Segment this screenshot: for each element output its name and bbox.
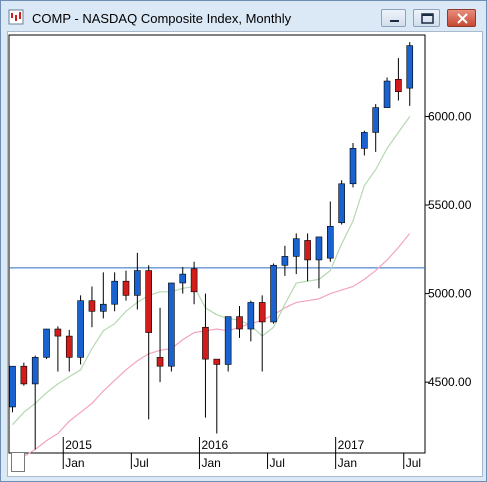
candle-body <box>247 302 255 330</box>
candle-body <box>145 270 152 333</box>
x-month-label: Jan <box>65 456 84 470</box>
minimize-button[interactable] <box>381 9 406 27</box>
minimize-icon <box>390 20 399 22</box>
close-button[interactable] <box>447 9 476 27</box>
candle-body <box>224 316 232 365</box>
plot-area: 6000.00 5500.00 5000.00 4500.00 Jan Jul Jan Jul… <box>8 34 472 470</box>
y-tick-label: 5500.00 <box>428 198 472 212</box>
candle-body <box>65 335 73 358</box>
candle-body <box>304 240 311 261</box>
candle-body <box>349 148 357 185</box>
candle-body <box>258 302 266 323</box>
candle-body <box>88 300 96 312</box>
candle-body <box>281 256 289 266</box>
scroll-indicator[interactable] <box>11 452 25 472</box>
candle-body <box>361 132 368 149</box>
candle-body <box>326 225 334 259</box>
candle-body <box>20 365 28 385</box>
candle-body <box>9 365 16 408</box>
candle-body <box>168 282 175 367</box>
x-month-label: Jan <box>201 456 220 470</box>
y-tick-label: 6000.00 <box>428 109 472 123</box>
close-icon <box>457 13 468 24</box>
x-month-label: Jul <box>270 456 285 470</box>
window-title: COMP - NASDAQ Composite Index, Monthly <box>32 11 292 26</box>
candle-body <box>134 270 141 296</box>
candle-body <box>213 358 221 365</box>
x-month-label: Jan <box>338 456 357 470</box>
candle-body <box>122 280 130 296</box>
candle-body <box>190 268 198 293</box>
candle-body <box>156 357 164 367</box>
title-bar[interactable]: COMP - NASDAQ Composite Index, Monthly <box>1 1 486 31</box>
candle-body <box>111 280 118 305</box>
chart-app-icon[interactable] <box>8 9 24 25</box>
x-year-label: 2017 <box>338 438 365 452</box>
candle-body <box>43 328 50 358</box>
candle-body <box>77 300 84 358</box>
x-year-label: 2015 <box>65 438 92 452</box>
moving-average-long <box>12 233 411 465</box>
candle-body <box>338 183 345 224</box>
candle-body <box>31 357 39 385</box>
moving-average-short <box>12 116 411 426</box>
y-tick-label: 5000.00 <box>428 287 472 301</box>
candle-body <box>179 273 187 284</box>
candle-body <box>372 107 380 133</box>
candle-body <box>270 264 277 323</box>
candle-body <box>395 78 402 92</box>
candle-body <box>202 326 209 360</box>
candle-body <box>315 236 323 261</box>
x-year-label: 2016 <box>201 438 228 452</box>
candle-body <box>383 80 391 108</box>
x-month-label: Jul <box>406 456 421 470</box>
candle-body <box>236 316 243 330</box>
maximize-button[interactable] <box>413 9 440 27</box>
x-month-label: Jul <box>133 456 148 470</box>
candle-body <box>292 238 300 257</box>
maximize-icon <box>421 13 434 24</box>
y-tick-label: 4500.00 <box>428 375 472 389</box>
candle-body <box>406 45 414 89</box>
candle-body <box>54 328 62 337</box>
candle-body <box>100 303 107 312</box>
